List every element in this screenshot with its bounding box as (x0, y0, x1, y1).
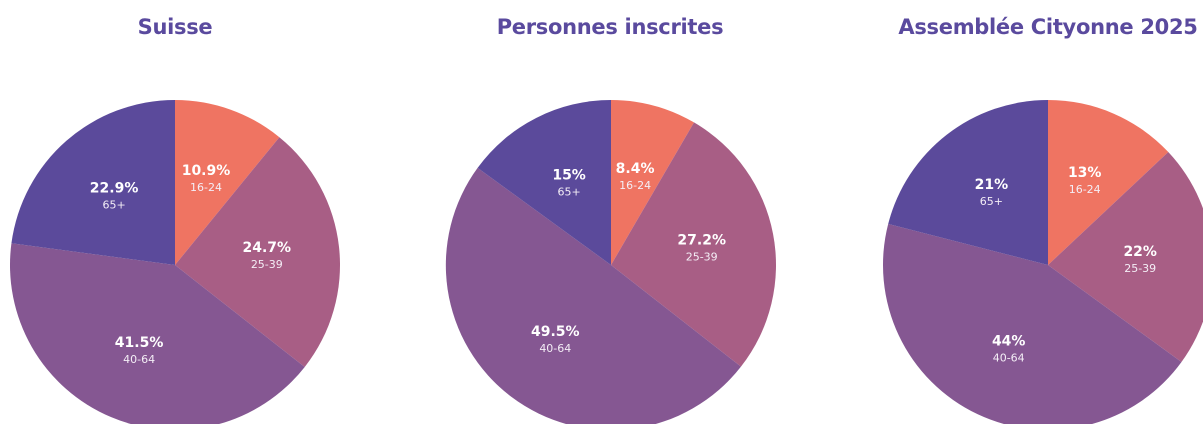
chart-title-suisse: Suisse (137, 15, 213, 39)
pie-slice-16-24 (1048, 100, 1169, 265)
pie-slice-65+ (11, 100, 176, 265)
pie-slice-25-39 (175, 137, 340, 367)
slice-category-label: 16-24 (619, 179, 651, 192)
slice-category-label: 25-39 (686, 251, 718, 264)
slice-category-label: 40-64 (539, 342, 571, 355)
pie-slice-40-64 (882, 223, 1182, 424)
pie-slice-25-39 (1048, 152, 1203, 362)
pie-chart-1: 8.4% 16-24 27.2% 25-39 49.5% 40-64 15% 65+ (445, 100, 777, 424)
slice-percentage-label: 27.2% (677, 233, 726, 249)
slice-category-label: 25-39 (1124, 262, 1156, 275)
slice-category-label: 65+ (102, 199, 125, 212)
pie-slice-40-64 (9, 243, 305, 424)
chart-title-assemblee-cityonne: Assemblée Cityonne 2025 (898, 15, 1198, 39)
pie-slice-65+ (888, 99, 1048, 265)
slice-category-label: 16-24 (190, 181, 222, 194)
slice-percentage-label: 22% (1123, 244, 1157, 260)
slice-category-label: 40-64 (993, 352, 1025, 365)
slice-category-label: 65+ (980, 195, 1003, 208)
slice-category-label: 40-64 (123, 353, 155, 366)
slice-percentage-label: 49.5% (531, 324, 580, 340)
slice-percentage-label: 15% (552, 168, 586, 184)
slice-percentage-label: 24.7% (243, 240, 292, 256)
slice-percentage-label: 21% (975, 177, 1009, 193)
pie-slice-16-24 (175, 100, 280, 265)
slice-percentage-label: 10.9% (182, 163, 231, 179)
slice-percentage-label: 44% (992, 334, 1026, 350)
pie-slice-16-24 (611, 100, 695, 265)
slice-percentage-label: 41.5% (115, 335, 164, 351)
slice-percentage-label: 13% (1068, 165, 1102, 181)
pie-slice-65+ (477, 100, 611, 265)
pie-chart-2: 13% 16-24 22% 25-39 44% 40-64 21% 65+ (882, 99, 1203, 424)
chart-title-personnes-inscrites: Personnes inscrites (496, 15, 724, 39)
slice-category-label: 25-39 (251, 258, 283, 271)
pie-chart-0: 10.9% 16-24 24.7% 25-39 41.5% 40-64 22.9% 65+ (9, 100, 340, 424)
slice-percentage-label: 8.4% (616, 161, 655, 177)
pie-slice-25-39 (611, 122, 777, 367)
slice-category-label: 16-24 (1069, 183, 1101, 196)
slice-category-label: 65+ (557, 186, 580, 199)
pie-slice-40-64 (445, 167, 741, 424)
slice-percentage-label: 22.9% (90, 181, 139, 197)
